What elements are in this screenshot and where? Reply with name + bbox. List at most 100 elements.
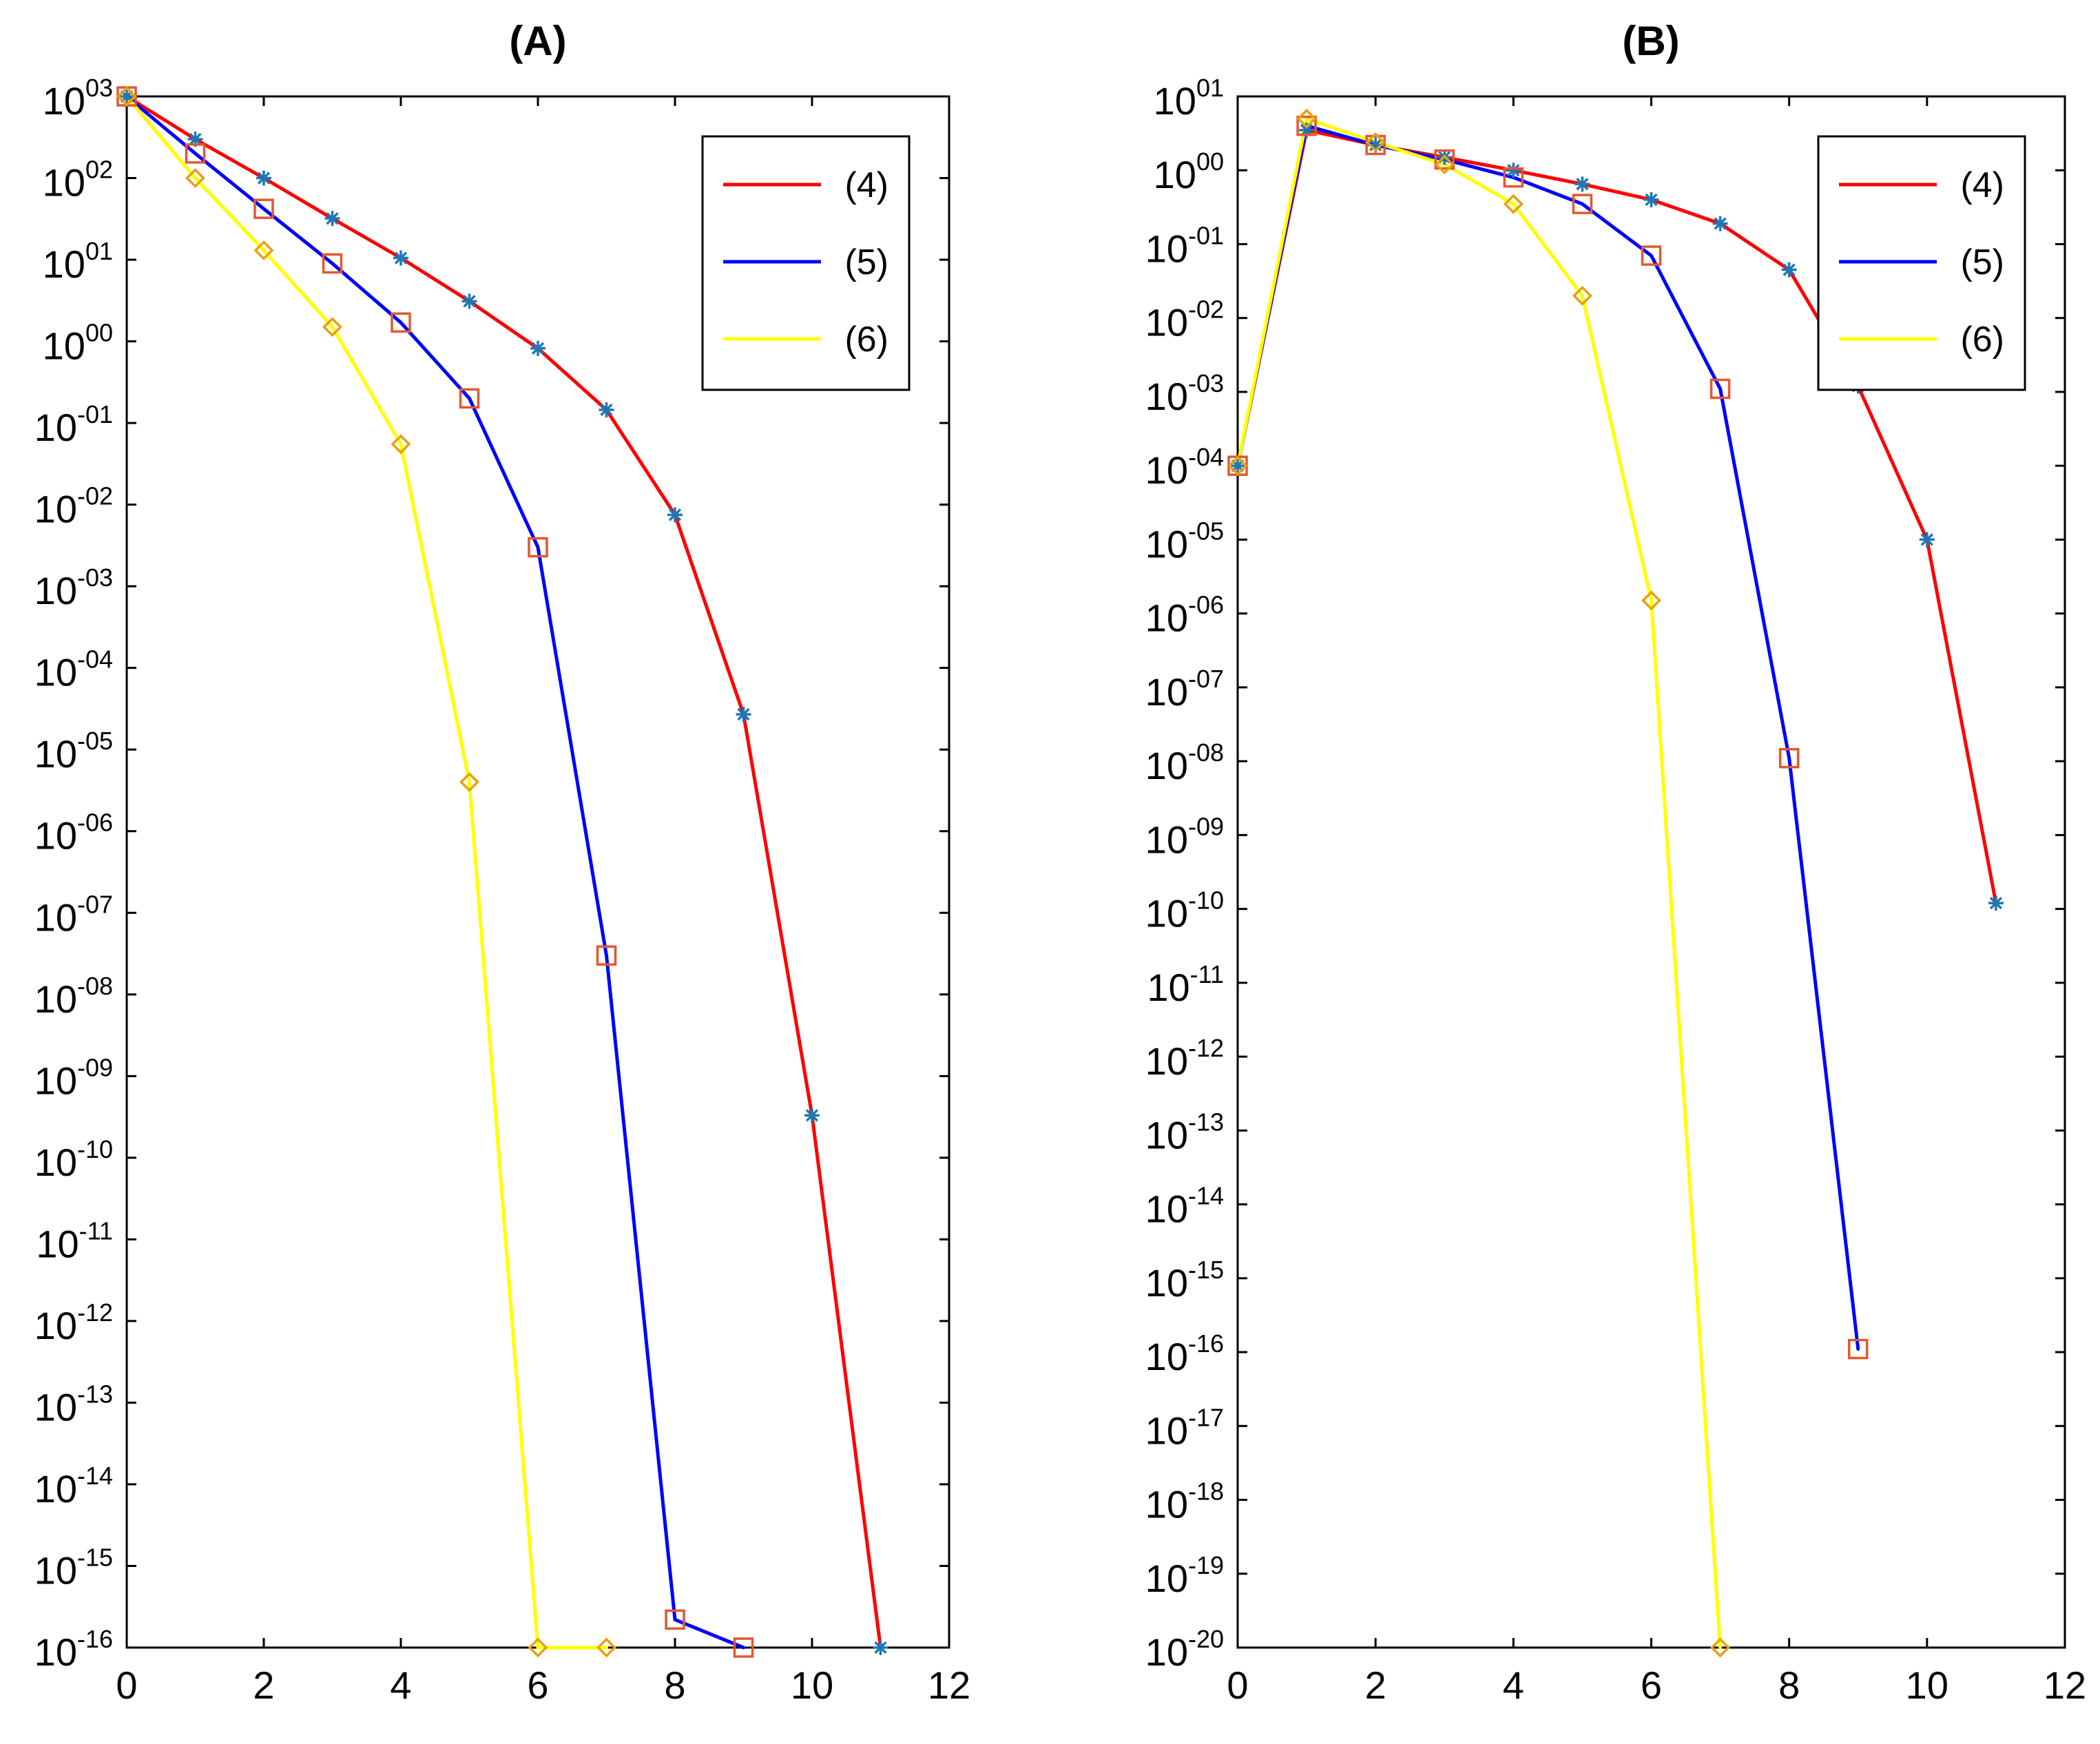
data-point-square	[1296, 115, 1317, 136]
series-line-5	[125, 94, 745, 1650]
legend-label: (5)	[844, 242, 888, 282]
x-tick-label: 12	[2044, 1663, 2086, 1707]
y-tick-label: 10-04	[1145, 443, 1224, 492]
x-tick-label: 2	[1365, 1663, 1386, 1707]
data-point-diamond	[185, 168, 205, 189]
y-tick-label: 10-15	[1145, 1256, 1224, 1305]
y-tick-label: 10-06	[1145, 591, 1224, 640]
y-tick-label: 10-10	[1145, 886, 1224, 935]
x-tick-label: 4	[1503, 1663, 1524, 1707]
data-point-diamond	[459, 771, 479, 792]
data-point-diamond	[116, 86, 137, 107]
y-tick-label: 10-11	[1147, 960, 1224, 1009]
data-point-star	[187, 131, 203, 147]
x-tick-label: 0	[116, 1663, 137, 1707]
data-point-star	[1988, 895, 2004, 911]
data-point-square	[459, 388, 480, 409]
data-point-star	[599, 402, 614, 417]
y-tick-label: 1001	[43, 237, 113, 286]
y-tick-label: 10-12	[34, 1298, 113, 1347]
y-tick-label: 10-17	[1145, 1403, 1224, 1452]
data-point-star	[1919, 532, 1935, 548]
data-point-star	[119, 89, 134, 104]
y-tick-label: 10-07	[1145, 665, 1224, 714]
data-point-diamond	[253, 240, 274, 261]
x-tick-label: 6	[527, 1663, 548, 1707]
data-point-diamond	[1296, 108, 1317, 129]
y-tick-label: 10-18	[1145, 1477, 1224, 1526]
y-tick-label: 10-03	[1145, 369, 1224, 418]
legend-label: (6)	[844, 320, 888, 360]
x-tick-label: 4	[390, 1663, 411, 1707]
series-line-5	[1236, 124, 1860, 1351]
y-tick-label: 1000	[43, 319, 113, 368]
y-tick-label: 10-14	[34, 1462, 113, 1511]
data-point-square	[1778, 747, 1800, 769]
legend-label: (5)	[1960, 242, 2004, 282]
y-tick-label: 10-08	[1145, 738, 1224, 787]
data-point-star	[324, 211, 340, 227]
x-tick-label: 2	[253, 1663, 274, 1707]
panel-a: (A) 0 2 4 6 8 10 12 1003 1002 1001 1000 10-01 10-02 10…	[34, 18, 970, 1707]
y-tick-label: 10-08	[34, 972, 113, 1021]
data-point-star	[1506, 163, 1521, 178]
x-tick-label: 12	[928, 1663, 970, 1707]
y-tick-label: 10-02	[34, 482, 113, 531]
y-tick-label: 10-01	[34, 400, 113, 449]
data-point-diamond	[1503, 194, 1524, 214]
data-point-square	[1709, 378, 1731, 399]
data-point-square	[1503, 167, 1524, 188]
y-tick-label: 1002	[43, 156, 113, 205]
data-point-diamond	[1572, 285, 1592, 306]
y-tick-label: 10-16	[1145, 1329, 1224, 1378]
x-tick-label: 8	[664, 1663, 685, 1707]
legend-label: (4)	[844, 165, 888, 205]
series-line-6	[125, 94, 608, 1650]
data-point-star	[393, 250, 408, 266]
y-tick-label: 10-05	[1145, 517, 1224, 565]
data-point-square	[253, 198, 274, 219]
y-tick-label: 1001	[1154, 74, 1224, 123]
series-line-4	[125, 94, 882, 1650]
data-point-star	[1230, 458, 1245, 474]
data-point-star	[873, 1640, 888, 1655]
chart-title: (A)	[509, 18, 566, 64]
data-point-star	[667, 507, 683, 523]
y-tick-label: 10-10	[34, 1135, 113, 1184]
y-tick-label: 10-09	[1145, 812, 1224, 861]
y-tick-label: 10-06	[34, 809, 113, 858]
data-point-square	[1848, 1338, 1869, 1360]
data-point-square	[1572, 194, 1593, 214]
data-point-star	[1712, 216, 1728, 231]
data-point-star	[530, 340, 545, 356]
data-point-square	[1365, 134, 1386, 156]
y-tick-label: 10-12	[1145, 1034, 1224, 1083]
data-point-square	[322, 253, 343, 274]
data-point-diamond	[322, 317, 342, 338]
data-point-diamond	[1227, 455, 1248, 476]
y-tick-label: 10-07	[34, 890, 113, 939]
y-tick-label: 10-20	[1145, 1625, 1224, 1674]
data-point-diamond	[1365, 132, 1386, 152]
x-tick-label: 6	[1641, 1663, 1662, 1707]
y-tick-label: 1003	[43, 74, 113, 123]
data-point-square	[596, 945, 617, 966]
data-point-star	[1643, 191, 1659, 207]
data-point-square	[665, 1609, 685, 1630]
data-point-diamond	[1641, 590, 1661, 611]
data-point-square	[528, 537, 548, 558]
x-tick-label: 10	[1906, 1663, 1948, 1707]
data-point-diamond	[528, 1637, 548, 1658]
data-point-star	[1781, 262, 1797, 278]
chart-title: (B)	[1622, 18, 1679, 64]
y-tick-label: 10-02	[1145, 295, 1224, 344]
data-point-square	[391, 312, 411, 333]
data-point-diamond	[1434, 154, 1455, 175]
data-point-star	[804, 1108, 820, 1123]
data-point-star	[461, 293, 477, 309]
y-tick-label: 10-13	[34, 1380, 113, 1429]
legend-label: (4)	[1960, 165, 2004, 205]
data-point-square	[185, 143, 206, 164]
data-point-star	[1574, 176, 1590, 192]
